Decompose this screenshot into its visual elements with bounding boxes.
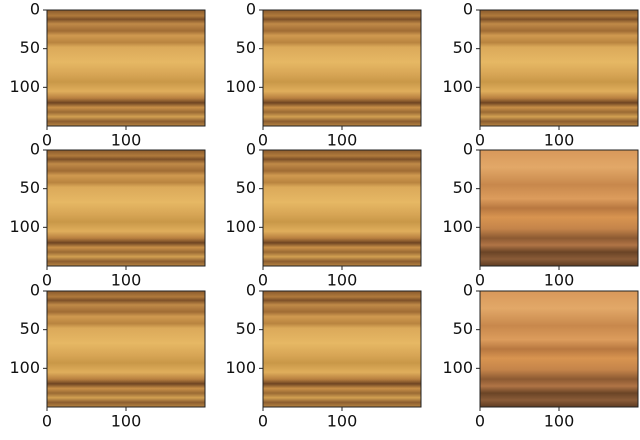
y-tick-label: 50 [236, 38, 256, 57]
image [263, 291, 421, 407]
y-tick-label: 50 [236, 178, 256, 197]
x-tick-label: 0 [475, 271, 485, 290]
y-tick-label: 100 [225, 217, 256, 236]
image [47, 291, 205, 407]
y-tick-label: 50 [20, 38, 40, 57]
x-tick-label: 0 [42, 412, 52, 431]
y-tick-label: 50 [453, 38, 473, 57]
y-tick-label: 0 [463, 140, 473, 159]
y-tick-label: 0 [246, 281, 256, 300]
x-tick-label: 100 [327, 131, 358, 150]
image [47, 150, 205, 266]
y-tick-label: 100 [225, 358, 256, 377]
x-tick-label: 100 [544, 271, 575, 290]
y-tick-label: 0 [463, 281, 473, 300]
y-tick-label: 100 [9, 358, 40, 377]
y-tick-label: 0 [246, 140, 256, 159]
y-tick-label: 50 [20, 319, 40, 338]
x-tick-label: 0 [258, 271, 268, 290]
y-tick-label: 50 [236, 319, 256, 338]
x-tick-label: 0 [42, 271, 52, 290]
x-tick-label: 0 [258, 131, 268, 150]
x-tick-label: 0 [258, 412, 268, 431]
y-tick-label: 100 [442, 217, 473, 236]
y-tick-label: 0 [30, 281, 40, 300]
x-tick-label: 100 [544, 131, 575, 150]
image [263, 150, 421, 266]
x-tick-label: 0 [42, 131, 52, 150]
y-tick-label: 100 [9, 217, 40, 236]
y-tick-label: 100 [225, 77, 256, 96]
y-tick-label: 50 [453, 178, 473, 197]
x-tick-label: 100 [111, 271, 142, 290]
x-tick-label: 100 [111, 412, 142, 431]
image [263, 10, 421, 126]
y-tick-label: 100 [442, 77, 473, 96]
y-tick-label: 100 [442, 358, 473, 377]
image [480, 291, 638, 407]
y-tick-label: 0 [463, 0, 473, 19]
x-tick-label: 0 [475, 412, 485, 431]
x-tick-label: 100 [111, 131, 142, 150]
x-tick-label: 0 [475, 131, 485, 150]
x-tick-label: 100 [327, 412, 358, 431]
x-tick-label: 100 [544, 412, 575, 431]
y-tick-label: 100 [9, 77, 40, 96]
y-tick-label: 0 [30, 0, 40, 19]
y-tick-label: 50 [453, 319, 473, 338]
image [47, 10, 205, 126]
y-tick-label: 0 [30, 140, 40, 159]
y-tick-label: 50 [20, 178, 40, 197]
y-tick-label: 0 [246, 0, 256, 19]
x-tick-label: 100 [327, 271, 358, 290]
image [480, 10, 638, 126]
image [480, 150, 638, 266]
